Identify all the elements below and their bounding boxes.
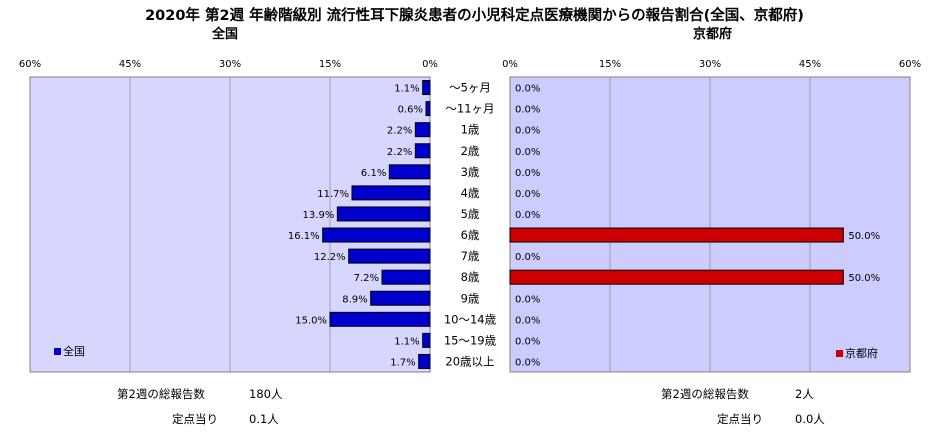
age-category-label: 5歳 [461, 207, 480, 221]
kyoto-data-label: 0.0% [515, 336, 540, 347]
kyoto-data-label: 0.0% [515, 147, 540, 158]
age-category-label: 1歳 [461, 123, 480, 137]
kyoto-data-label: 0.0% [515, 252, 540, 263]
kyoto-x-tick-label: 0% [502, 59, 518, 70]
national-data-label: 16.1% [288, 231, 320, 242]
kyoto-legend: 京都府 [836, 345, 878, 361]
chart-main-title: 2020年 第2週 年齢階級別 流行性耳下腺炎患者の小児科定点医療機関からの報告… [145, 8, 804, 24]
kyoto-legend-swatch [836, 349, 843, 357]
age-category-label: ～11ヶ月 [445, 102, 494, 116]
national-bar [422, 332, 431, 348]
kyoto-x-tick-label: 60% [899, 59, 921, 70]
national-x-tick-label: 60% [19, 59, 41, 70]
national-total-label: 第2週の総報告数 [117, 387, 205, 401]
kyoto-per-label: 定点当り [717, 412, 763, 426]
age-category-label: 15～19歳 [444, 333, 497, 347]
national-legend: 全国 [54, 343, 85, 359]
kyoto-data-label: 50.0% [848, 273, 880, 284]
kyoto-x-tick-label: 45% [799, 59, 821, 70]
national-x-tick-label: 15% [319, 59, 341, 70]
kyoto-data-label: 0.0% [515, 126, 540, 137]
national-bar [348, 248, 431, 264]
national-bar [370, 290, 431, 306]
national-data-label: 0.6% [398, 105, 423, 116]
national-data-label: 6.1% [361, 168, 386, 179]
national-bar [388, 164, 431, 180]
national-data-label: 12.2% [314, 252, 346, 263]
age-category-label: 7歳 [461, 249, 480, 263]
age-category-label: ～5ヶ月 [449, 81, 491, 95]
kyoto-data-label: 0.0% [515, 315, 540, 326]
age-category-label: 2歳 [461, 144, 480, 158]
national-data-label: 13.9% [303, 210, 335, 221]
kyoto-data-label: 0.0% [515, 168, 540, 179]
national-legend-swatch [54, 347, 61, 355]
kyoto-legend-label: 京都府 [845, 347, 878, 360]
national-total-value: 180人 [249, 387, 283, 401]
kyoto-x-tick-label: 30% [699, 59, 721, 70]
kyoto-data-label: 0.0% [515, 210, 540, 221]
national-data-label: 8.9% [342, 294, 367, 305]
national-x-tick-label: 30% [219, 59, 241, 70]
kyoto-data-label: 0.0% [515, 357, 540, 368]
national-bar [418, 353, 431, 369]
national-x-tick-label: 45% [119, 59, 141, 70]
age-category-label: 3歳 [461, 165, 480, 179]
national-bar [351, 185, 431, 201]
national-data-label: 1.7% [390, 357, 415, 368]
national-bar [414, 122, 431, 138]
national-legend-label: 全国 [63, 345, 85, 358]
kyoto-data-label: 0.0% [515, 189, 540, 200]
national-bar [329, 311, 431, 327]
age-category-label: 9歳 [461, 291, 480, 305]
kyoto-data-label: 0.0% [515, 84, 540, 95]
national-bar [422, 80, 431, 96]
national-data-label: 15.0% [295, 315, 327, 326]
age-category-label: 6歳 [461, 228, 480, 242]
kyoto-x-tick-label: 15% [599, 59, 621, 70]
national-bar [336, 206, 431, 222]
age-category-label: 4歳 [461, 186, 480, 200]
kyoto-bar [509, 227, 844, 243]
kyoto-data-label: 50.0% [848, 231, 880, 242]
national-bar [322, 227, 431, 243]
national-bar [425, 101, 431, 117]
national-x-tick-label: 0% [422, 59, 438, 70]
age-category-label: 8歳 [461, 270, 480, 284]
age-category-label: 10～14歳 [444, 312, 497, 326]
national-bar [381, 269, 431, 285]
national-per-label: 定点当り [172, 412, 218, 426]
kyoto-panel-title: 京都府 [693, 27, 733, 42]
national-bar [414, 143, 431, 159]
kyoto-total-value: 2人 [795, 387, 814, 401]
national-data-label: 11.7% [317, 189, 349, 200]
national-data-label: 1.1% [394, 84, 419, 95]
national-data-label: 2.2% [387, 126, 412, 137]
age-category-label: 20歳以上 [445, 354, 494, 368]
kyoto-total-label: 第2週の総報告数 [661, 387, 749, 401]
kyoto-bar [509, 269, 844, 285]
kyoto-data-label: 0.0% [515, 105, 540, 116]
national-data-label: 1.1% [394, 336, 419, 347]
national-per-value: 0.1人 [249, 412, 279, 426]
national-data-label: 2.2% [387, 147, 412, 158]
kyoto-data-label: 0.0% [515, 294, 540, 305]
kyoto-per-value: 0.0人 [795, 412, 825, 426]
national-panel-title: 全国 [212, 27, 239, 42]
national-data-label: 7.2% [354, 273, 379, 284]
